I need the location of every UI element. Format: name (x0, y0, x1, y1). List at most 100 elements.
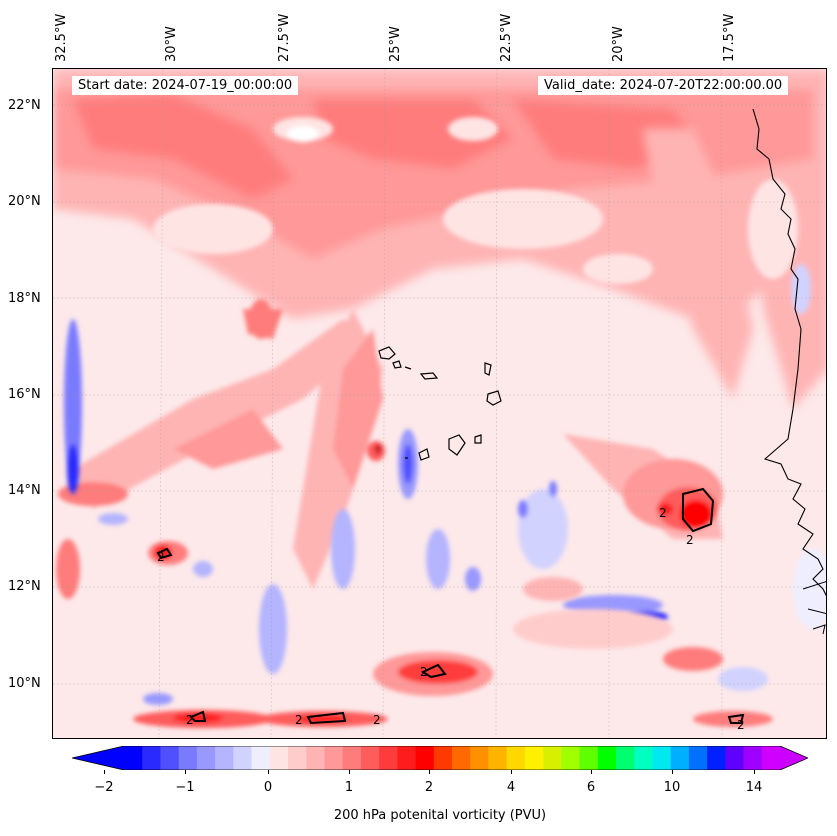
contour-label: 2 (659, 506, 667, 520)
colorbar-tickmark (104, 770, 105, 774)
colorbar-tickmark (591, 770, 592, 774)
colorbar-bin (360, 746, 380, 770)
colorbar-bin (616, 746, 635, 770)
contour-eastern (682, 487, 715, 533)
contour-southern-band (420, 663, 447, 679)
lat-label-10n: 10°N (8, 676, 41, 691)
contour-label: 2 (295, 713, 303, 727)
pv-lower-positive (133, 546, 773, 728)
colorbar-bin (397, 746, 417, 770)
lat-label-12n: 12°N (8, 579, 41, 594)
colorbar-bin (342, 746, 362, 770)
colorbar-tickmark (349, 770, 350, 774)
colorbar-bin (597, 746, 617, 770)
colorbar-bin (725, 746, 745, 770)
pv-mid-streaks (56, 299, 385, 599)
colorbar-bin (178, 746, 198, 770)
colorbar-tickmark (511, 770, 512, 774)
lon-label-30w: 30°W (164, 26, 179, 62)
colorbar-bin (452, 746, 471, 770)
pv-upper-positive-band (53, 69, 826, 409)
colorbar-tick-label: −2 (94, 780, 114, 795)
pv-2-contours (156, 487, 745, 725)
colorbar-bin (288, 746, 307, 770)
colorbar (72, 746, 808, 770)
colorbar-tick-label: 0 (263, 780, 273, 795)
colorbar-bin (415, 746, 435, 770)
lon-label-25w: 25°W (388, 26, 403, 62)
cape-verde-islands (378, 346, 502, 461)
colorbar-bin (506, 746, 526, 770)
colorbar-tickmark (429, 770, 430, 774)
guinea-bissau-islands (802, 581, 826, 635)
pv-eastern-maximum (563, 434, 723, 539)
lon-label-20w: 20°W (611, 26, 626, 62)
colorbar-bin (269, 746, 289, 770)
lat-label-18n: 18°N (8, 291, 41, 306)
colorbar-bin (215, 746, 234, 770)
pv-map-panel: 2 2 2 2 2 2 2 2 (52, 68, 827, 739)
valid-date-label: Valid_date: 2024-07-20T22:00:00.00 (538, 76, 789, 95)
colorbar-tick-label: 1 (344, 780, 354, 795)
contour-label: 2 (686, 533, 694, 547)
lon-label-32-5w: 32.5°W (54, 13, 69, 62)
colorbar-tick-label: 6 (586, 780, 596, 795)
colorbar-tick-label: 10 (663, 780, 681, 795)
colorbar-bin (470, 746, 490, 770)
contour-label: 2 (420, 665, 428, 679)
colorbar-tick-label: 2 (424, 780, 434, 795)
colorbar-bin (433, 746, 453, 770)
colorbar-bin (524, 746, 544, 770)
colorbar-tick-label: 4 (506, 780, 516, 795)
colorbar-tickmark (268, 770, 269, 774)
pv-negative-patches (64, 264, 826, 705)
contour-label: 2 (186, 713, 194, 727)
colorbar-bin (652, 746, 672, 770)
colorbar-bin (142, 746, 162, 770)
colorbar-bin (124, 746, 143, 770)
africa-coastline (752, 108, 826, 597)
contour-south-west (189, 710, 207, 722)
colorbar-bin (707, 746, 726, 770)
lat-label-16n: 16°N (8, 387, 41, 402)
colorbar-bin (761, 746, 781, 770)
colorbar-bin (306, 746, 326, 770)
lat-label-22n: 22°N (8, 98, 41, 113)
colorbar-bin (579, 746, 599, 770)
contour-west (156, 547, 173, 560)
colorbar-bin (379, 746, 398, 770)
colorbar-bin (196, 746, 216, 770)
colorbar-bin (670, 746, 690, 770)
colorbar-tick-label: 14 (745, 780, 763, 795)
colorbar-tickmark (185, 770, 186, 774)
colorbar-bin (488, 746, 508, 770)
colorbar-bin (543, 746, 562, 770)
colorbar-bin (634, 746, 654, 770)
lon-label-22-5w: 22.5°W (499, 13, 514, 62)
lat-label-14n: 14°N (8, 483, 41, 498)
colorbar-bin (233, 746, 253, 770)
colorbar-tick-label: −1 (175, 780, 195, 795)
colorbar-bin (688, 746, 708, 770)
contour-label: 2 (737, 718, 745, 732)
colorbar-tickmark (672, 770, 673, 774)
pv-field-svg: 2 2 2 2 2 2 2 2 (53, 69, 826, 738)
colorbar-bin (324, 746, 344, 770)
contour-label: 2 (157, 550, 165, 564)
colorbar-bin (251, 746, 271, 770)
contour-south-east (727, 713, 745, 724)
colorbar-tickmark (754, 770, 755, 774)
contour-label: 2 (373, 713, 381, 727)
contour-south-central (306, 711, 347, 725)
lon-label-27-5w: 27.5°W (277, 13, 292, 62)
colorbar-bin (561, 746, 581, 770)
pv-upper-light-patches (153, 117, 798, 284)
colorbar-under-triangle (72, 746, 124, 770)
contour-labels: 2 2 2 2 2 2 2 2 (157, 506, 745, 732)
colorbar-label: 200 hPa potenital vorticity (PVU) (333, 808, 547, 823)
start-date-label: Start date: 2024-07-19_00:00:00 (72, 76, 299, 95)
lat-label-20n: 20°N (8, 194, 41, 209)
colorbar-bin (743, 746, 763, 770)
colorbar-over-triangle (780, 746, 808, 770)
lon-label-17-5w: 17.5°W (722, 13, 737, 62)
